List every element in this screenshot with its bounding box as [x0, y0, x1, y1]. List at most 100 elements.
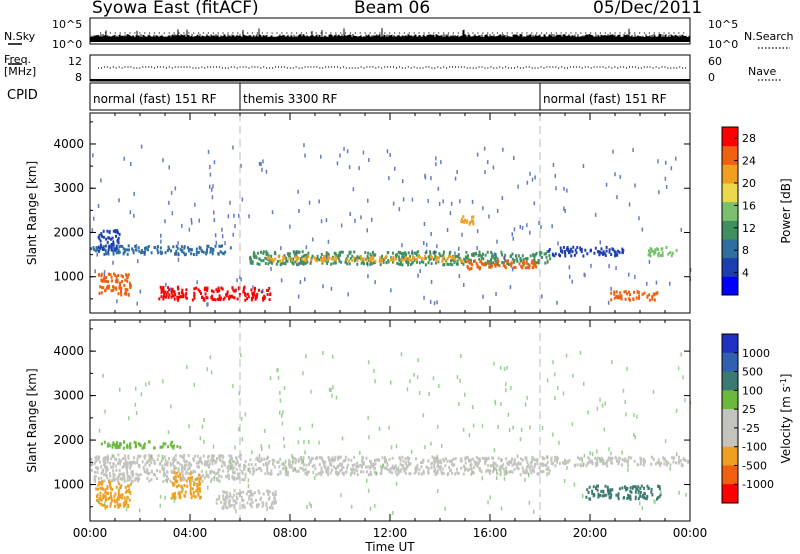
colorbar-segment: [722, 257, 738, 277]
velocity-panel: 1000 2000 3000 4000 Slant Range [km] 1000 500 1…: [25, 319, 794, 554]
colorbar-segment: [722, 201, 738, 221]
x-tick-label: 16:00: [473, 526, 508, 540]
colorbar-segment: [722, 427, 738, 448]
panel-frame: [89, 112, 691, 314]
colorbar-tick-label: 24: [742, 155, 756, 168]
colorbar-label: Power [dB]: [779, 178, 793, 243]
nsearch-top-tick: 10^5: [708, 18, 739, 31]
beam-title: Beam 06: [354, 0, 431, 18]
colorbar-segment: [722, 220, 738, 240]
nsearch-bottom-tick: 10^0: [708, 38, 739, 51]
colorbar-segment: [722, 276, 738, 296]
data-cell-band: [465, 259, 537, 271]
colorbar-segment: [722, 239, 738, 259]
data-cell-band: [100, 440, 182, 450]
y-tick-label: 3000: [53, 389, 84, 403]
x-tick-label: 12:00: [373, 526, 408, 540]
nave-series: [98, 66, 687, 69]
nsky-strip-frame: [89, 17, 691, 45]
station-title: Syowa East (fitACF): [92, 0, 259, 18]
data-cell-band: [90, 453, 247, 483]
cpid-segment-label: normal (fast) 151 RF: [543, 92, 667, 106]
nsky-top-tick: 10^5: [52, 18, 83, 31]
colorbar-tick-label: 20: [742, 177, 756, 190]
colorbar-segment: [722, 145, 738, 165]
x-tick-label: 08:00: [273, 526, 308, 540]
colorbar-segment: [722, 446, 738, 466]
colorbar-unit-close: ]: [779, 374, 793, 379]
noise-points: [91, 143, 692, 307]
x-tick-label: 20:00: [573, 526, 608, 540]
colorbar-tick-label: 25: [742, 403, 756, 416]
colorbar-tick-label: 4: [742, 267, 749, 280]
colorbar-tick-label: -500: [742, 459, 767, 472]
data-cell-band: [95, 480, 132, 510]
nave-top-tick: 60: [708, 55, 722, 68]
colorbar-segment: [722, 465, 738, 485]
freq-bottom-tick: 8: [75, 71, 82, 84]
nave-bottom-tick: 0: [708, 71, 715, 84]
colorbar-tick-label: -25: [742, 422, 760, 435]
colorbar-segment: [722, 183, 738, 203]
x-tick-label: 00:00: [673, 526, 708, 540]
colorbar-segment: [722, 352, 738, 373]
colorbar-tick-label: 500: [742, 366, 763, 379]
cpid-strip-frame: [89, 82, 691, 111]
data-cell-band: [247, 455, 551, 477]
colorbar-tick-label: 16: [742, 199, 756, 212]
nsky-bottom-tick: 10^0: [52, 38, 83, 51]
y-tick-label: 1000: [53, 478, 84, 492]
data-cell-band: [158, 285, 272, 302]
data-cell-band: [585, 484, 662, 501]
data-cell-band: [215, 489, 277, 510]
data-cell-band: [90, 244, 232, 257]
nsky-label: N.Sky: [4, 30, 36, 43]
data-cell-band: [266, 254, 464, 263]
colorbar-segment: [722, 409, 738, 429]
colorbar-tick-label: 8: [742, 244, 749, 257]
date-title: 05/Dec/2011: [593, 0, 703, 18]
y-tick-label: 4000: [53, 137, 84, 151]
colorbar-segment: [722, 371, 738, 391]
data-cell-band: [98, 272, 132, 297]
colorbar-tick-label: -1000: [742, 478, 774, 491]
colorbar-frame: [721, 333, 739, 504]
y-tick-label: 1000: [53, 270, 84, 284]
data-cell-band: [249, 250, 552, 267]
colorbar-frame: [721, 126, 739, 296]
colorbar-tick-label: -100: [742, 441, 767, 454]
y-axis-label: Slant Range [km]: [25, 161, 39, 265]
power-panel: 1000 2000 3000 4000 Slant Range [km] 4 8 12 16 20…: [25, 112, 793, 314]
x-tick-label: 00:00: [73, 526, 108, 540]
colorbar-tick-label: 1000: [742, 347, 770, 360]
nsky-series: [89, 28, 690, 42]
nsearch-label: N.Search: [744, 30, 794, 43]
colorbar-tick-label: 100: [742, 384, 763, 397]
data-cell-band: [170, 471, 202, 500]
data-cell-band: [610, 290, 659, 302]
cpid-segment-label: normal (fast) 151 RF: [93, 92, 217, 106]
x-axis-label: Time UT: [364, 540, 415, 554]
freq-label-line2: [MHz]: [4, 65, 37, 78]
y-tick-label: 3000: [53, 181, 84, 195]
panel-frame: [89, 319, 691, 522]
colorbar-segment: [722, 390, 738, 410]
freq-strip-frame: [89, 54, 691, 82]
y-axis-label: Slant Range [km]: [25, 368, 39, 472]
freq-top-tick: 12: [68, 55, 82, 68]
y-tick-label: 4000: [53, 344, 84, 358]
colorbar-segment: [722, 164, 738, 184]
nave-label: Nave: [748, 65, 777, 78]
y-tick-label: 2000: [53, 225, 84, 239]
colorbar-label: Velocity [m s-1]: [779, 374, 794, 464]
y-tick-label: 2000: [53, 433, 84, 447]
colorbar-unit-exponent: -1: [779, 378, 788, 386]
data-cell-band: [647, 246, 678, 258]
colorbar-segment: [722, 127, 738, 147]
x-tick-label: 04:00: [173, 526, 208, 540]
colorbar-segment: [722, 484, 738, 504]
colorbar-tick-label: 28: [742, 132, 756, 145]
data-cell-band: [97, 229, 121, 253]
colorbar-segment: [722, 334, 738, 354]
